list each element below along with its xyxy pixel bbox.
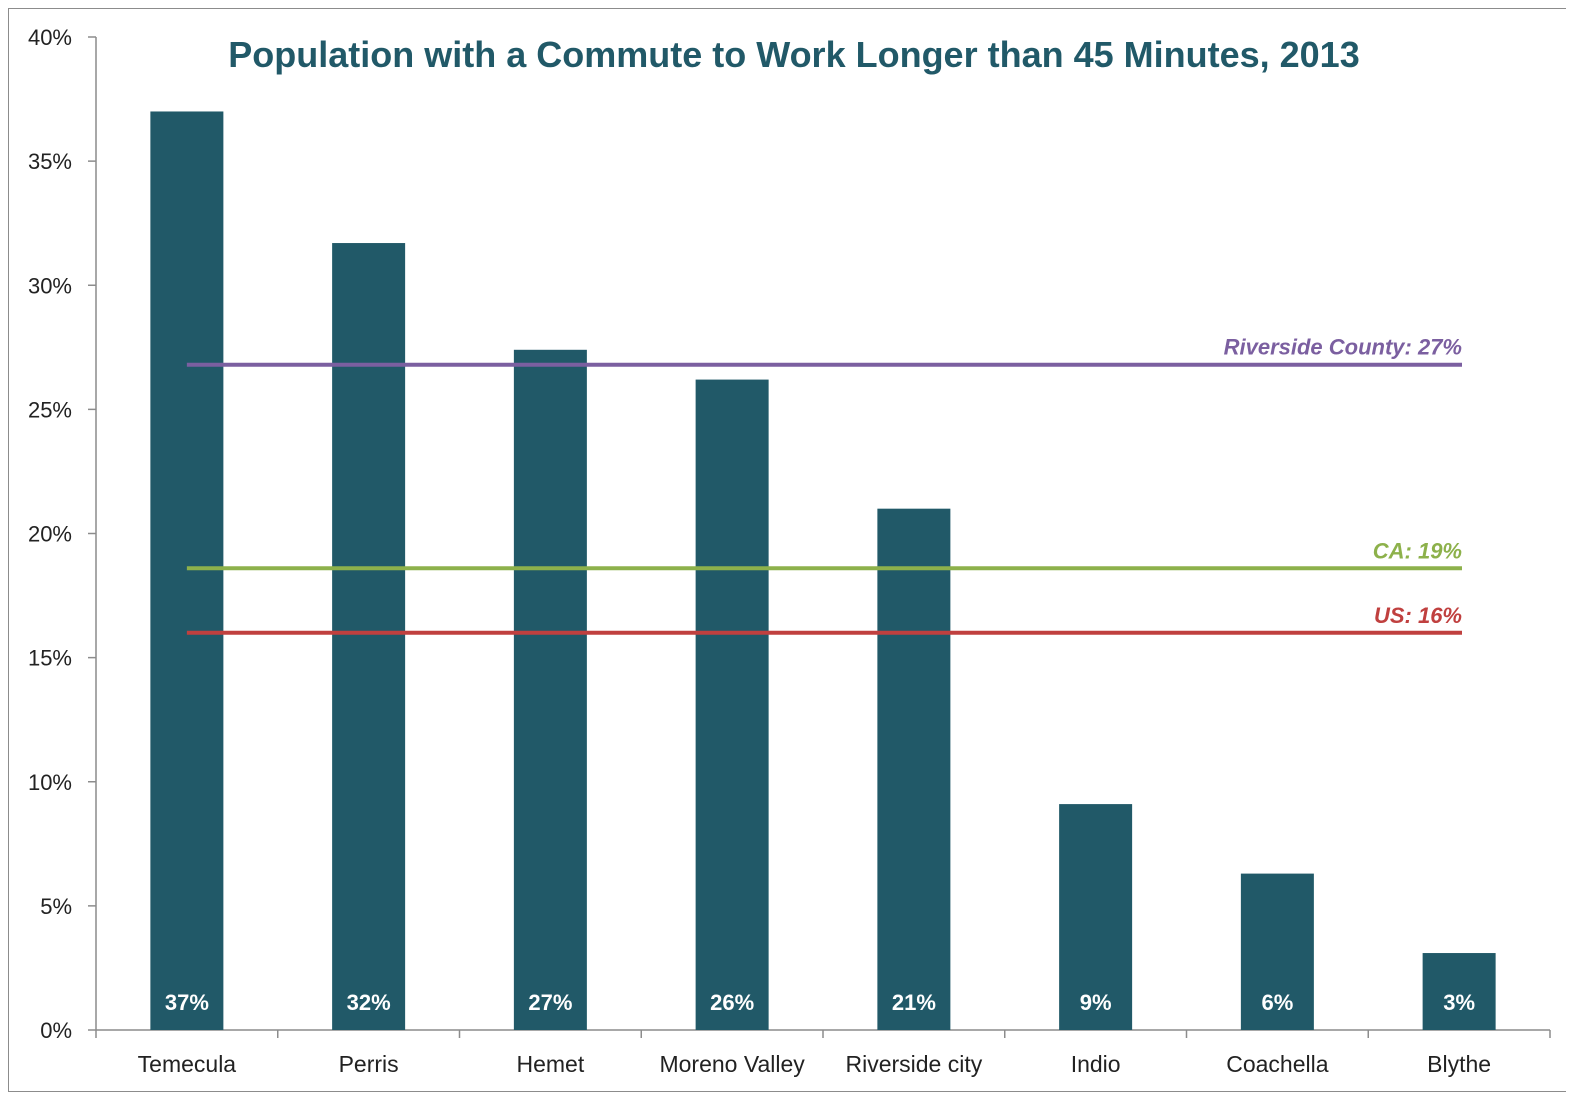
bar xyxy=(877,508,951,1030)
chart-title: Population with a Commute to Work Longer… xyxy=(228,34,1359,75)
bar xyxy=(513,349,587,1030)
data-label: 21% xyxy=(892,990,936,1015)
y-tick-label: 20% xyxy=(28,522,72,547)
bar xyxy=(150,111,224,1031)
x-tick-label: Indio xyxy=(1071,1051,1121,1077)
x-tick-label: Riverside city xyxy=(845,1051,982,1077)
reference-line-label: US: 16% xyxy=(1374,603,1462,628)
data-label: 27% xyxy=(528,990,572,1015)
reference-line-label: Riverside County: 27% xyxy=(1224,335,1462,360)
labels: 0% 5% 10% 15% 20% 25% 30% 35% 40% 37% Temecula 32% P… xyxy=(28,25,1491,1077)
data-label: 6% xyxy=(1261,990,1293,1015)
bar xyxy=(332,243,406,1031)
data-label: 9% xyxy=(1080,990,1112,1015)
reference-line-label: CA: 19% xyxy=(1373,538,1462,563)
bar xyxy=(1059,804,1133,1030)
y-tick-label: 35% xyxy=(28,149,72,174)
x-tick-label: Coachella xyxy=(1226,1051,1328,1077)
bar xyxy=(695,379,769,1031)
y-tick-label: 15% xyxy=(28,646,72,671)
bar xyxy=(1422,953,1496,1030)
y-tick-label: 10% xyxy=(28,770,72,795)
y-tick-label: 40% xyxy=(28,25,72,50)
y-tick-label: 5% xyxy=(40,894,72,919)
y-tick-label: 30% xyxy=(28,273,72,298)
y-tick-label: 25% xyxy=(28,397,72,422)
bars xyxy=(150,111,1496,1031)
x-tick-label: Hemet xyxy=(517,1051,585,1077)
axes xyxy=(88,36,1551,1038)
x-tick-label: Moreno Valley xyxy=(659,1051,805,1077)
data-label: 3% xyxy=(1443,990,1475,1015)
reference-lines xyxy=(186,362,1462,635)
x-tick-label: Blythe xyxy=(1427,1051,1491,1077)
y-tick-label: 0% xyxy=(40,1018,72,1043)
data-label: 26% xyxy=(710,990,754,1015)
data-label: 37% xyxy=(165,990,209,1015)
x-tick-label: Perris xyxy=(339,1051,399,1077)
bar xyxy=(1240,873,1314,1030)
data-label: 32% xyxy=(347,990,391,1015)
x-tick-label: Temecula xyxy=(138,1051,237,1077)
